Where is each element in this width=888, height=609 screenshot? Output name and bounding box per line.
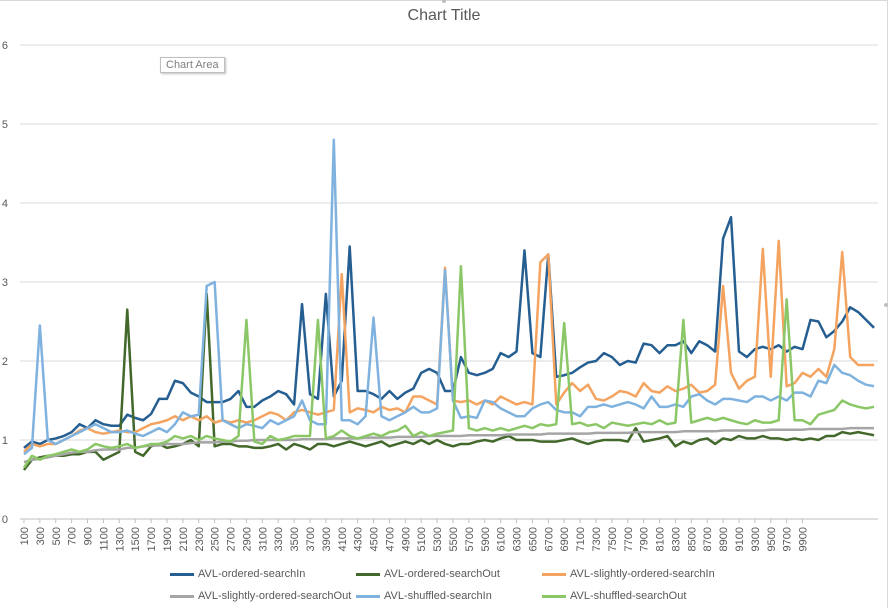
x-tick-label: 9900 — [798, 527, 810, 551]
x-tick-label: 4100 — [337, 527, 349, 551]
legend-item-ordered-searchout[interactable]: AVL-ordered-searchOut — [356, 568, 542, 580]
legend-label: AVL-slightly-ordered-searchOut — [198, 590, 352, 602]
x-tick-label: 5500 — [448, 527, 460, 551]
x-tick-label: 300 — [35, 527, 47, 545]
x-tick-label: 7300 — [591, 527, 603, 551]
x-tick-label: 6900 — [559, 527, 571, 551]
legend-row: AVL-ordered-searchIn AVL-ordered-searchO… — [170, 563, 770, 585]
x-tick-label: 3500 — [289, 527, 301, 551]
legend-swatch — [170, 572, 194, 576]
x-tick-label: 9500 — [766, 527, 778, 551]
x-tick-label: 6100 — [496, 527, 508, 551]
series-line-avl-shuffled-searchout[interactable] — [22, 264, 875, 469]
x-tick-label: 8500 — [686, 527, 698, 551]
x-tick-label: 100 — [19, 527, 31, 545]
x-tick-label: 2900 — [241, 527, 253, 551]
x-tick-label: 1100 — [98, 527, 110, 551]
x-tick-label: 2300 — [194, 527, 206, 551]
legend-swatch — [542, 572, 566, 576]
gridlines — [20, 44, 878, 520]
legend-item-ordered-searchin[interactable]: AVL-ordered-searchIn — [170, 568, 356, 580]
resize-handle-top[interactable] — [442, 0, 446, 3]
series-lines[interactable] — [22, 138, 875, 471]
x-tick-label: 7500 — [607, 527, 619, 551]
legend-label: AVL-shuffled-searchOut — [570, 590, 687, 602]
y-tick-label: 0 — [2, 514, 8, 526]
legend-swatch — [542, 594, 566, 598]
x-tick-label: 3100 — [257, 527, 269, 551]
x-tick-label: 7100 — [575, 527, 587, 551]
x-tick-label: 8900 — [718, 527, 730, 551]
y-tick-label: 3 — [2, 277, 8, 289]
resize-handle-right[interactable] — [884, 303, 888, 307]
legend-item-slightly-ordered-searchin[interactable]: AVL-slightly-ordered-searchIn — [542, 568, 728, 580]
x-tick-label: 4700 — [384, 527, 396, 551]
x-tick-label: 8300 — [670, 527, 682, 551]
series-line-avl-shuffled-searchin[interactable] — [23, 138, 875, 456]
x-tick-label: 1700 — [146, 527, 158, 551]
x-tick-label: 6500 — [527, 527, 539, 551]
series-line-avl-slightly-ordered-searchout[interactable] — [23, 426, 875, 464]
x-tick-label: 5700 — [464, 527, 476, 551]
legend-item-slightly-ordered-searchout[interactable]: AVL-slightly-ordered-searchOut — [170, 590, 356, 602]
legend-swatch — [356, 572, 380, 576]
x-axis-tick-labels: 100 300 500 700 900 1100 1300 1500 1700 1900 2100 2… — [19, 519, 810, 551]
legend-swatch — [170, 594, 194, 598]
y-tick-label: 6 — [2, 40, 8, 52]
legend-label: AVL-shuffled-searchIn — [384, 590, 492, 602]
legend-label: AVL-ordered-searchIn — [198, 568, 306, 580]
series-line-avl-ordered-searchin[interactable] — [23, 215, 875, 449]
x-tick-label: 5100 — [416, 527, 428, 551]
legend-swatch — [356, 594, 380, 598]
x-tick-label: 1900 — [162, 527, 174, 551]
series-line-avl-ordered-searchout[interactable] — [22, 292, 875, 471]
x-tick-label: 8700 — [702, 527, 714, 551]
y-tick-label: 5 — [2, 119, 8, 131]
legend-item-shuffled-searchout[interactable]: AVL-shuffled-searchOut — [542, 590, 728, 602]
x-tick-label: 8100 — [655, 527, 667, 551]
x-tick-label: 7700 — [623, 527, 635, 551]
legend-item-shuffled-searchin[interactable]: AVL-shuffled-searchIn — [356, 590, 542, 602]
x-tick-label: 1500 — [130, 527, 142, 551]
x-tick-label: 3900 — [321, 527, 333, 551]
y-tick-label: 2 — [2, 356, 8, 368]
x-tick-label: 6300 — [512, 527, 524, 551]
legend-label: AVL-slightly-ordered-searchIn — [570, 568, 715, 580]
x-tick-label: 9100 — [734, 527, 746, 551]
x-tick-label: 4300 — [353, 527, 365, 551]
x-tick-label: 9300 — [750, 527, 762, 551]
x-tick-label: 7900 — [639, 527, 651, 551]
legend-row: AVL-slightly-ordered-searchOut AVL-shuff… — [170, 585, 770, 607]
y-tick-label: 4 — [2, 198, 8, 210]
y-axis-tick-labels: 0 1 2 3 4 5 6 — [2, 40, 8, 526]
x-tick-label: 900 — [83, 527, 95, 545]
x-tick-label: 2100 — [178, 527, 190, 551]
x-tick-label: 6700 — [543, 527, 555, 551]
x-tick-label: 2700 — [226, 527, 238, 551]
legend[interactable]: AVL-ordered-searchIn AVL-ordered-searchO… — [170, 563, 770, 607]
y-tick-label: 1 — [2, 435, 8, 447]
x-tick-label: 4500 — [369, 527, 381, 551]
chart-area-tooltip: Chart Area — [160, 57, 225, 73]
x-tick-label: 3300 — [273, 527, 285, 551]
chart-title[interactable]: Chart Title — [407, 7, 481, 24]
x-tick-label: 700 — [67, 527, 79, 545]
x-tick-label: 4900 — [400, 527, 412, 551]
x-tick-label: 2500 — [210, 527, 222, 551]
x-tick-label: 5900 — [480, 527, 492, 551]
x-tick-label: 5300 — [432, 527, 444, 551]
x-tick-label: 500 — [51, 527, 63, 545]
legend-label: AVL-ordered-searchOut — [384, 568, 500, 580]
x-tick-label: 1300 — [114, 527, 126, 551]
x-tick-label: 9700 — [782, 527, 794, 551]
x-tick-label: 3700 — [305, 527, 317, 551]
